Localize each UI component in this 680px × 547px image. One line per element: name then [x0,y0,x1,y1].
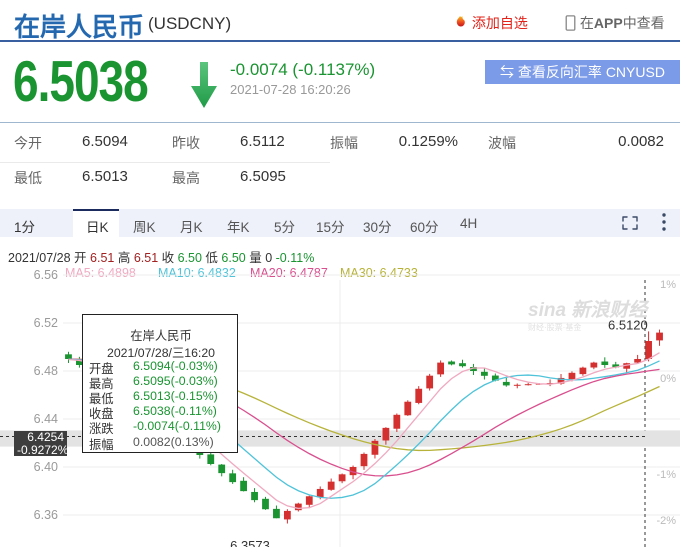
svg-text:1%: 1% [660,279,676,291]
svg-text:6.44: 6.44 [34,412,58,426]
svg-text:6.48: 6.48 [34,364,58,378]
svg-text:财经·股票·基金: 财经·股票·基金 [528,322,581,332]
svg-text:6.5120: 6.5120 [608,318,648,333]
svg-text:6.3573: 6.3573 [230,538,270,547]
svg-text:6.56: 6.56 [34,268,58,282]
svg-text:6.52: 6.52 [34,316,58,330]
svg-text:6.40: 6.40 [34,460,58,474]
svg-text:0%: 0% [660,373,676,385]
svg-text:-1%: -1% [656,469,676,481]
svg-text:-2%: -2% [656,515,676,527]
svg-text:6.36: 6.36 [34,508,58,522]
